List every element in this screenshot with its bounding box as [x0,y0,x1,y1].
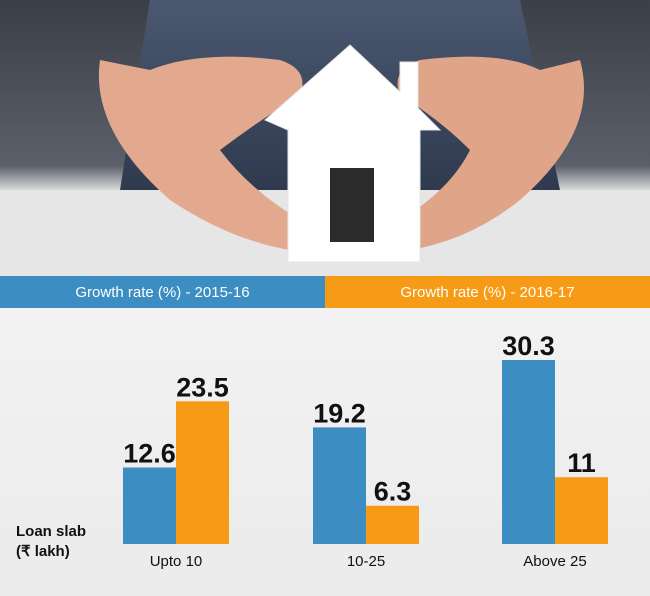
legend-item-2015-16: Growth rate (%) - 2015-16 [0,276,325,308]
bar-above-25-series-2 [555,477,608,544]
data-label-10-25-series-2: 6.3 [374,477,412,507]
legend: Growth rate (%) - 2015-16 Growth rate (%… [0,276,650,308]
category-label-upto-10: Upto 10 [150,553,203,570]
data-label-upto-10-series-1: 12.6 [123,438,176,468]
legend-item-2016-17: Growth rate (%) - 2016-17 [325,276,650,308]
bar-chart: 12.6 23.5 Upto 10 19.2 6.3 10-25 30.3 11 Above 2… [123,331,608,570]
data-label-above-25-series-1: 30.3 [502,331,555,361]
axis-label-line1: Loan slab [16,523,87,540]
bar-10-25-series-1 [313,427,366,544]
category-label-above-25: Above 25 [523,553,586,570]
data-label-upto-10-series-2: 23.5 [176,372,229,402]
bar-upto-10-series-1 [123,467,176,544]
axis-label-line2: (₹ lakh) [16,543,70,560]
data-label-above-25-series-2: 11 [567,448,596,478]
bar-upto-10-series-2 [176,401,229,544]
bar-10-25-series-2 [366,505,419,544]
hands-holding-house-illustration [0,0,650,276]
bar-above-25-series-1 [502,360,555,544]
chart-area: 12.6 23.5 Upto 10 19.2 6.3 10-25 30.3 11 Above 2… [0,308,650,591]
category-label-10-25: 10-25 [347,553,385,570]
data-label-10-25-series-1: 19.2 [313,398,366,428]
axis-label: Loan slab (₹ lakh) [16,522,86,562]
header-photo-hands-house [0,0,650,276]
